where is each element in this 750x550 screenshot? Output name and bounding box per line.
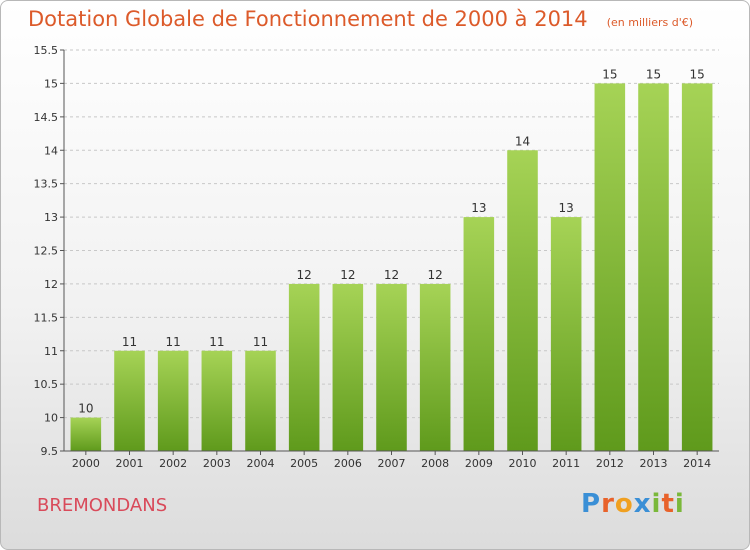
data-label: 11 <box>122 335 137 349</box>
x-tick-label: 2014 <box>683 457 711 470</box>
logo-letter: x <box>633 489 652 519</box>
bar <box>550 217 582 451</box>
y-tick-label: 15 <box>44 77 58 90</box>
data-label: 15 <box>690 67 705 81</box>
y-tick-label: 12.5 <box>34 245 59 258</box>
y-tick-label: 13 <box>44 211 58 224</box>
title-row: Dotation Globale de Fonctionnement de 20… <box>28 7 693 31</box>
bar <box>157 350 189 451</box>
bar <box>463 217 495 451</box>
y-tick-label: 13.5 <box>34 178 59 191</box>
bar <box>332 283 364 451</box>
y-tick-label: 9.5 <box>41 445 59 458</box>
data-label: 12 <box>428 268 443 282</box>
bar <box>201 350 233 451</box>
commune-name: BREMONDANS <box>37 495 168 516</box>
bars: 10 11 11 11 11 12 12 12 12 13 14 13 15 15 15 <box>70 67 713 452</box>
logo-letter: i <box>674 489 685 519</box>
bar <box>376 283 407 451</box>
x-tick-label: 2002 <box>159 457 187 470</box>
x-tick-label: 2007 <box>378 457 406 470</box>
y-tick-label: 10 <box>44 412 58 425</box>
y-tick-label: 11.5 <box>34 311 59 324</box>
x-tick-label: 2008 <box>421 457 449 470</box>
chart-title: Dotation Globale de Fonctionnement de 20… <box>28 7 588 31</box>
x-tick-label: 2012 <box>596 457 624 470</box>
x-tick-label: 2004 <box>247 457 275 470</box>
x-tick-label: 2009 <box>465 457 493 470</box>
bar <box>594 83 626 452</box>
logo-letter: P <box>581 489 602 519</box>
logo-letter: o <box>614 489 634 519</box>
logo-letter: r <box>601 489 615 519</box>
data-label: 13 <box>559 201 574 215</box>
y-tick-label: 10.5 <box>34 378 59 391</box>
data-label: 13 <box>471 201 486 215</box>
axes: 9.5 10 10.5 11 11.5 12 12.5 13 13.5 14 14.5 15 15.5 2… <box>34 44 719 470</box>
y-tick-label: 12 <box>44 278 58 291</box>
bar <box>507 150 538 451</box>
logo-letter: t <box>661 489 675 519</box>
bar <box>245 350 276 451</box>
bar <box>70 417 102 451</box>
y-tick-label: 14 <box>44 144 58 157</box>
y-tick-label: 15.5 <box>34 44 59 57</box>
x-tick-label: 2011 <box>552 457 580 470</box>
logo-letter: i <box>651 489 662 519</box>
data-label: 15 <box>602 67 617 81</box>
data-label: 12 <box>340 268 355 282</box>
chart-subtitle: (en milliers d'€) <box>606 16 694 29</box>
bar <box>114 350 145 451</box>
data-label: 14 <box>515 134 530 148</box>
data-label: 12 <box>297 268 312 282</box>
data-label: 10 <box>78 402 93 416</box>
x-tick-label: 2000 <box>72 457 100 470</box>
y-tick-label: 11 <box>44 345 58 358</box>
data-label: 12 <box>384 268 399 282</box>
bar <box>681 83 713 452</box>
data-label: 11 <box>253 335 268 349</box>
x-tick-label: 2005 <box>290 457 318 470</box>
y-tick-label: 14.5 <box>34 111 59 124</box>
x-tick-label: 2013 <box>640 457 668 470</box>
bar <box>288 283 320 451</box>
x-tick-label: 2003 <box>203 457 231 470</box>
data-label: 11 <box>166 335 181 349</box>
x-tick-label: 2006 <box>334 457 362 470</box>
bar <box>419 283 451 451</box>
proxiti-logo: Proxiti <box>581 489 685 519</box>
bar <box>638 83 669 452</box>
data-label: 11 <box>209 335 224 349</box>
data-label: 15 <box>646 67 661 81</box>
x-tick-label: 2010 <box>509 457 537 470</box>
x-tick-label: 2001 <box>116 457 144 470</box>
